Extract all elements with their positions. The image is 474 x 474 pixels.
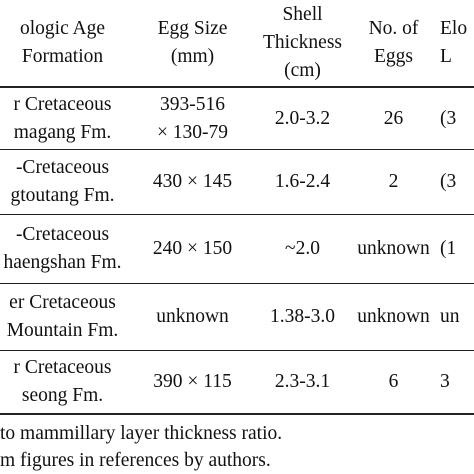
cell-text: 430 × 145: [152, 170, 233, 192]
table-row: -Cretaceous gtoutang Fm. 430 × 145 1.6-2.4 2…: [0, 149, 474, 214]
cell-text: (mm): [170, 46, 215, 67]
cell-text: 2.3-3.1: [274, 370, 331, 392]
table-cell: ~2.0: [250, 214, 355, 283]
rule-thick: [0, 413, 474, 415]
table-cell: ologic Age Formation: [0, 0, 145, 86]
cell-text: 240 × 150: [152, 237, 233, 259]
footnote: to mammillary layer thickness ratio.: [0, 423, 283, 444]
cell-text: unknown: [357, 237, 430, 259]
table-cell: No. of Eggs: [355, 0, 432, 86]
cell-text: r Cretaceous: [13, 93, 112, 115]
table-cell: 6: [355, 350, 432, 413]
table-cell: 240 × 150: [135, 214, 250, 283]
cell-text: Eggs: [374, 46, 413, 67]
table-cell: un: [440, 283, 474, 350]
cell-text: ologic Age: [19, 18, 106, 39]
table-cell: r Cretaceous magang Fm.: [0, 88, 145, 149]
cell-text: 390 × 115: [153, 370, 232, 392]
header-row: ologic Age Formation Egg Size (mm) Shell Thic…: [0, 0, 474, 86]
cell-text: Thickness: [262, 32, 343, 53]
rule-thin: [0, 214, 474, 215]
cell-text: -Cretaceous: [15, 156, 110, 178]
cell-text: unknown: [156, 305, 229, 327]
cell-text: 2: [388, 170, 399, 192]
table-cell: (3: [440, 88, 474, 149]
cell-text: No. of: [368, 18, 419, 39]
cell-text: un: [440, 305, 460, 327]
table-cell: 430 × 145: [135, 149, 250, 214]
cell-text: 1.6-2.4: [274, 170, 331, 192]
cell-text: seong Fm.: [21, 384, 104, 406]
cell-text: Egg Size: [157, 18, 228, 39]
table-cell: 1.6-2.4: [250, 149, 355, 214]
table-cell: -Cretaceous gtoutang Fm.: [0, 149, 145, 214]
cell-text: 3: [440, 370, 450, 392]
table-row: r Cretaceous magang Fm. 393-516 × 130-79 2.0…: [0, 88, 474, 149]
cell-text: × 130-79: [156, 121, 229, 143]
cell-text: 26: [383, 107, 404, 129]
table-row: -Cretaceous haengshan Fm. 240 × 150 ~2.0 unk…: [0, 214, 474, 283]
cell-text: ~2.0: [285, 237, 320, 259]
rule-thin: [0, 350, 474, 351]
footnote: m figures in references by authors.: [0, 450, 271, 471]
table-row: er Cretaceous Mountain Fm. unknown 1.38-3.0…: [0, 283, 474, 350]
table-cell: Egg Size (mm): [135, 0, 250, 86]
table-row: r Cretaceous seong Fm. 390 × 115 2.3-3.1 6 3: [0, 350, 474, 413]
cell-text: unknown: [357, 305, 430, 327]
table-cell: 26: [355, 88, 432, 149]
cell-text: (1: [440, 237, 457, 259]
cell-text: (3: [440, 170, 457, 192]
table-cell: Elo L: [440, 0, 474, 86]
table-cell: 2.0-3.2: [250, 88, 355, 149]
cell-text: 1.38-3.0: [270, 305, 335, 327]
cell-text: L: [440, 46, 452, 67]
cell-text: Elo: [440, 18, 468, 39]
cell-text: 393-516: [160, 93, 225, 115]
cell-text: er Cretaceous: [9, 291, 116, 313]
cell-text: gtoutang Fm.: [10, 184, 115, 206]
cell-text: Shell: [282, 4, 323, 25]
cell-text: -Cretaceous: [15, 223, 110, 245]
table-cell: 390 × 115: [135, 350, 250, 413]
cell-text: 6: [388, 370, 399, 392]
cell-text: magang Fm.: [13, 121, 112, 143]
table-cell: er Cretaceous Mountain Fm.: [0, 283, 145, 350]
cell-text: r Cretaceous: [13, 356, 112, 378]
table-cell: -Cretaceous haengshan Fm.: [0, 214, 145, 283]
rule-thin: [0, 283, 474, 284]
cell-text: (cm): [284, 60, 321, 81]
table-cell: r Cretaceous seong Fm.: [0, 350, 145, 413]
table-cell: 1.38-3.0: [250, 283, 355, 350]
table-cell: unknown: [355, 283, 432, 350]
cell-text: Mountain Fm.: [6, 319, 119, 341]
cell-text: Formation: [21, 46, 104, 67]
table-cell: Shell Thickness (cm): [250, 0, 355, 86]
table-cell: unknown: [135, 283, 250, 350]
table-cell: 393-516 × 130-79: [135, 88, 250, 149]
table-cell: (1: [440, 214, 474, 283]
cell-text: 2.0-3.2: [274, 107, 331, 129]
cell-text: haengshan Fm.: [3, 251, 122, 273]
rule-thin: [0, 149, 474, 150]
table-cell: 3: [440, 350, 474, 413]
rule-thick: [0, 86, 474, 88]
table-cell: 2: [355, 149, 432, 214]
table-cell: (3: [440, 149, 474, 214]
table-cell: 2.3-3.1: [250, 350, 355, 413]
table-cell: unknown: [355, 214, 432, 283]
cell-text: (3: [440, 107, 457, 129]
